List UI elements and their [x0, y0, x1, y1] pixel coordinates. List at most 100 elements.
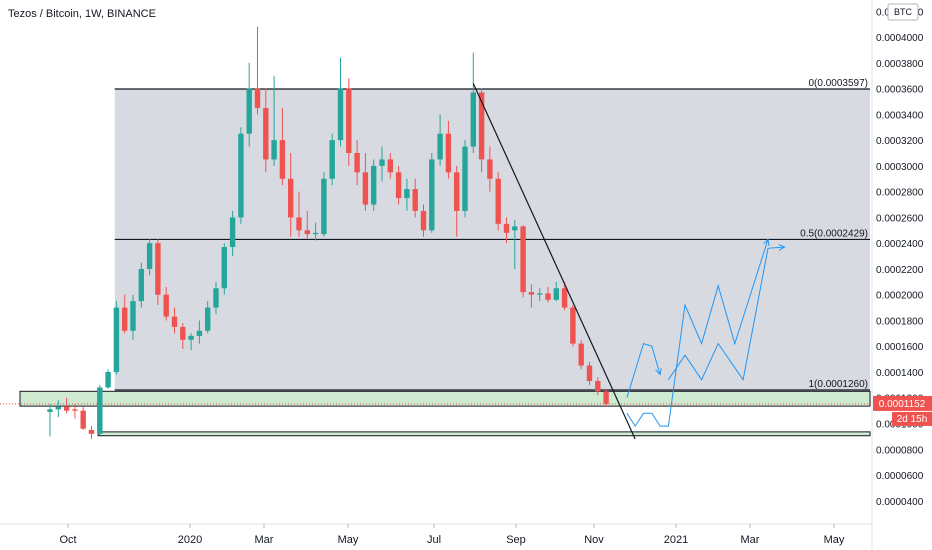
current-price-tag: 0.0001152 — [873, 395, 932, 411]
y-tick-label: 0.0001800 — [876, 316, 924, 327]
candle[interactable] — [346, 78, 352, 166]
candle-body — [570, 307, 576, 344]
candle[interactable] — [470, 52, 476, 153]
candle-body — [553, 288, 559, 300]
candle[interactable] — [487, 146, 493, 192]
candle[interactable] — [553, 281, 559, 302]
candle[interactable] — [561, 281, 568, 311]
candle[interactable] — [528, 284, 535, 308]
candle-body — [321, 178, 327, 235]
candle[interactable] — [113, 301, 120, 375]
candle[interactable] — [371, 159, 377, 211]
currency-badge[interactable]: BTC — [887, 3, 919, 21]
candle-body — [72, 409, 78, 411]
candle[interactable] — [429, 153, 435, 233]
candle[interactable] — [412, 178, 418, 218]
candle[interactable] — [254, 26, 261, 115]
candle[interactable] — [495, 172, 501, 231]
candle[interactable] — [213, 281, 219, 315]
candle[interactable] — [404, 178, 410, 211]
candle[interactable] — [595, 377, 601, 396]
candle[interactable] — [512, 219, 518, 269]
candle[interactable] — [105, 369, 111, 389]
candle[interactable] — [97, 384, 103, 436]
candle-body — [503, 223, 510, 233]
candle[interactable] — [578, 339, 584, 370]
candle-body — [213, 288, 219, 308]
candle[interactable] — [454, 165, 460, 237]
candle[interactable] — [263, 88, 269, 173]
candle[interactable] — [337, 57, 344, 147]
candle[interactable] — [379, 146, 385, 182]
candle[interactable] — [63, 397, 70, 414]
candle[interactable] — [188, 333, 194, 351]
candle-body — [122, 307, 128, 331]
candle[interactable] — [146, 239, 153, 276]
candle[interactable] — [55, 400, 61, 418]
candle[interactable] — [387, 153, 393, 179]
candle-body — [271, 140, 277, 160]
candle[interactable] — [362, 153, 369, 211]
y-tick-label: 0.0003200 — [876, 136, 924, 147]
candle-body — [221, 247, 227, 289]
candle-body — [304, 230, 310, 235]
candle-body — [171, 316, 178, 327]
y-tick-label: 0.0003000 — [876, 162, 924, 173]
candle[interactable] — [88, 426, 95, 439]
candle[interactable] — [312, 222, 319, 241]
candle[interactable] — [329, 133, 335, 186]
candle[interactable] — [462, 140, 468, 218]
candle[interactable] — [279, 107, 286, 186]
candle[interactable] — [196, 320, 203, 344]
candle[interactable] — [130, 294, 136, 340]
x-tick-label: Jul — [427, 534, 441, 546]
candle[interactable] — [80, 406, 86, 430]
candle[interactable] — [354, 140, 360, 186]
candle[interactable] — [221, 243, 227, 295]
y-tick-label: 0.0002800 — [876, 188, 924, 199]
candle[interactable] — [72, 404, 78, 419]
candle[interactable] — [420, 204, 427, 237]
candle[interactable] — [603, 388, 609, 407]
candle-body — [296, 217, 302, 231]
candle[interactable] — [520, 225, 526, 298]
candle[interactable] — [205, 301, 211, 334]
candle[interactable] — [163, 286, 169, 321]
candle-body — [537, 293, 543, 295]
candle[interactable] — [545, 286, 551, 303]
candle-body — [528, 292, 535, 295]
countdown-tag: 2d 15h — [892, 411, 932, 426]
candle[interactable] — [238, 127, 244, 224]
x-tick-label: Mar — [255, 534, 274, 546]
y-tick-label: 0.0002400 — [876, 239, 924, 250]
candle[interactable] — [122, 294, 128, 334]
candle-body — [362, 172, 369, 205]
candle[interactable] — [570, 305, 576, 347]
candle[interactable] — [271, 75, 277, 166]
candle-body — [470, 92, 476, 147]
candle[interactable] — [503, 217, 510, 244]
candle[interactable] — [445, 120, 452, 179]
candle[interactable] — [229, 210, 236, 257]
x-tick-label: Nov — [584, 534, 604, 546]
current-price-tag-label: 0.0001152 — [879, 399, 926, 410]
y-tick-label: 0.0002600 — [876, 213, 924, 224]
candle[interactable] — [304, 210, 310, 240]
candle[interactable] — [321, 172, 327, 237]
candle[interactable] — [180, 323, 186, 349]
candle[interactable] — [246, 62, 252, 147]
candle[interactable] — [138, 262, 144, 308]
x-tick-label: May — [824, 534, 845, 546]
candle[interactable] — [171, 307, 178, 334]
fib-level-label: 0.5(0.0002429) — [800, 228, 868, 239]
candle[interactable] — [437, 114, 443, 166]
candle[interactable] — [288, 153, 294, 237]
candle-body — [329, 140, 335, 179]
candle[interactable] — [586, 361, 593, 385]
candle[interactable] — [395, 165, 402, 205]
candle[interactable] — [155, 239, 161, 305]
candle[interactable] — [47, 404, 53, 437]
candle[interactable] — [296, 191, 302, 237]
candle[interactable] — [537, 288, 543, 302]
